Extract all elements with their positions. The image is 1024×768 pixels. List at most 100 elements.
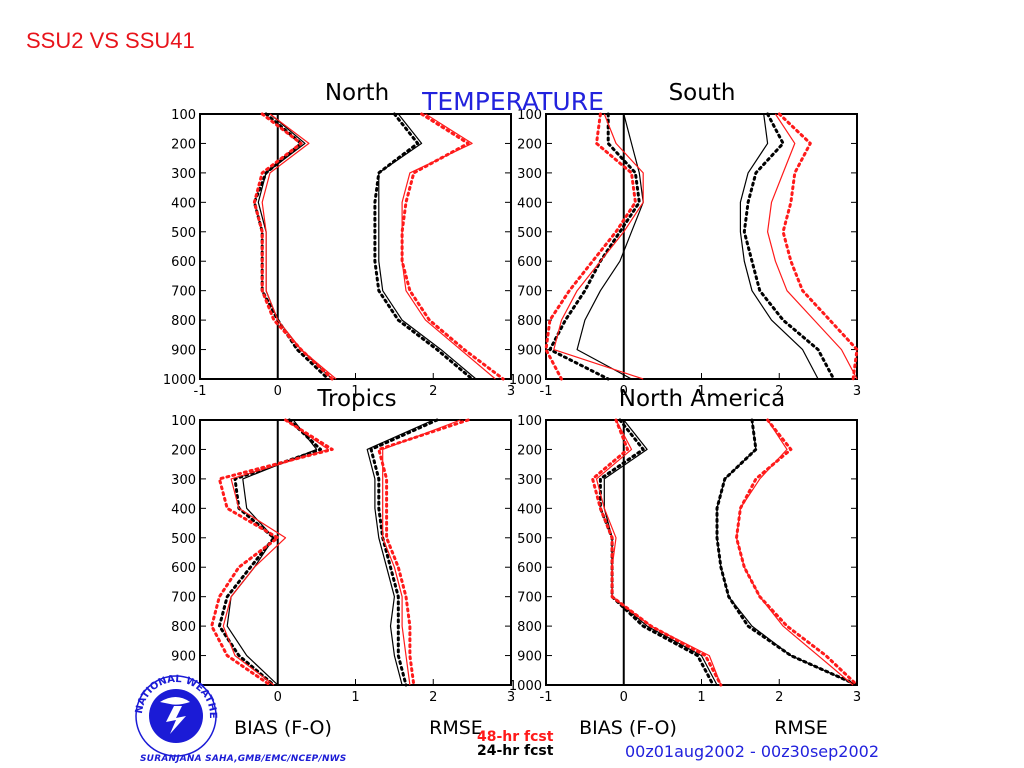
- series-line-bias-solid-red: [595, 419, 722, 686]
- y-tick-label: 600: [517, 255, 542, 270]
- y-tick-label: 100: [517, 414, 542, 429]
- y-tick-label: 1000: [509, 373, 542, 388]
- series-line-rmse-dotted-black: [369, 418, 439, 687]
- x-tick-label: 3: [853, 384, 861, 399]
- x-tick-label: 1: [697, 384, 705, 399]
- y-tick-label: 300: [517, 167, 542, 182]
- series-line-bias-solid-black: [576, 113, 644, 380]
- panel-frame: [199, 113, 512, 380]
- y-tick-label: 1000: [163, 373, 196, 388]
- y-tick-label: 100: [171, 108, 196, 123]
- y-tick-label: 300: [171, 473, 196, 488]
- x-tick-label: 2: [775, 384, 783, 399]
- y-tick-label: 200: [517, 443, 542, 458]
- series-line-rmse-solid-black: [739, 113, 819, 380]
- legend-24hr: 24-hr fcst: [477, 743, 554, 759]
- y-tick-label: 1000: [509, 679, 542, 694]
- y-tick-label: 800: [171, 620, 196, 635]
- legend-48hr: 48-hr fcst: [477, 729, 554, 745]
- x-tick-label: 0: [620, 690, 628, 705]
- panel-title: Tropics: [316, 386, 396, 412]
- y-tick-label: 200: [171, 137, 196, 152]
- y-tick-label: 400: [171, 196, 196, 211]
- x-tick-label: -1: [194, 384, 207, 399]
- y-tick-label: 500: [517, 226, 542, 241]
- y-tick-label: 200: [517, 137, 542, 152]
- series-line-rmse-solid-red: [735, 419, 854, 686]
- y-tick-label: 400: [517, 196, 542, 211]
- y-tick-label: 600: [171, 255, 196, 270]
- y-tick-label: 700: [517, 285, 542, 300]
- y-tick-label: 700: [171, 285, 196, 300]
- series-line-bias-solid-red: [222, 419, 329, 686]
- series-line-bias-dotted-red: [591, 418, 723, 687]
- series-line-bias-solid-black: [603, 419, 718, 686]
- y-tick-label: 400: [171, 502, 196, 517]
- x-tick-label: 0: [274, 690, 282, 705]
- y-tick-label: 300: [517, 473, 542, 488]
- series-line-rmse-dotted-black: [742, 112, 836, 381]
- x-tick-label: -1: [540, 690, 553, 705]
- y-tick-label: 300: [171, 167, 196, 182]
- chart-title: TEMPERATURE: [421, 87, 604, 116]
- x-tick-label: 1: [697, 690, 705, 705]
- series-line-rmse-solid-black: [366, 419, 434, 686]
- series-line-bias-dotted-red: [544, 112, 637, 381]
- panel-tropics: 1002003004005006007008009001000-10123Tro…: [163, 386, 515, 705]
- series-line-rmse-dotted-black: [715, 418, 859, 687]
- slide-title: SSU2 VS SSU41: [26, 28, 195, 53]
- x-tick-label: 0: [620, 384, 628, 399]
- y-tick-label: 800: [517, 620, 542, 635]
- y-tick-label: 800: [517, 314, 542, 329]
- x-tick-label: 2: [429, 690, 437, 705]
- series-line-rmse-dotted-red: [777, 112, 859, 381]
- y-tick-label: 600: [517, 561, 542, 576]
- series-line-bias-dotted-red: [252, 112, 334, 381]
- series-line-rmse-dotted-red: [377, 418, 470, 687]
- panel-title: South: [669, 80, 736, 106]
- y-tick-label: 200: [171, 443, 196, 458]
- y-tick-label: 900: [171, 650, 196, 665]
- series-line-rmse-solid-red: [766, 113, 858, 380]
- x-label-bias-right: BIAS (F-O): [579, 717, 677, 739]
- y-tick-label: 400: [517, 502, 542, 517]
- x-label-rmse-left: RMSE: [429, 717, 483, 739]
- series-line-rmse-solid-black: [716, 419, 858, 686]
- y-tick-label: 800: [171, 314, 196, 329]
- panel-frame: [545, 113, 858, 380]
- series-line-bias-solid-black: [226, 419, 318, 686]
- series-line-bias-dotted-black: [598, 418, 715, 687]
- x-tick-label: 3: [507, 690, 515, 705]
- series-line-rmse-dotted-black: [373, 112, 474, 381]
- credit-text: SURANJANA SAHA,GMB/EMC/NCEP/NWS: [140, 754, 347, 764]
- panel-title: North America: [619, 386, 786, 412]
- y-tick-label: 100: [171, 414, 196, 429]
- y-tick-label: 100: [517, 108, 542, 123]
- y-tick-label: 500: [517, 532, 542, 547]
- panel-title: North: [325, 80, 389, 106]
- x-label-bias-left: BIAS (F-O): [234, 717, 332, 739]
- x-label-rmse-right: RMSE: [774, 717, 828, 739]
- x-tick-label: 1: [351, 384, 359, 399]
- series-line-bias-solid-red: [553, 113, 644, 380]
- y-tick-label: 600: [171, 561, 196, 576]
- x-tick-label: 3: [507, 384, 515, 399]
- date-range: 00z01aug2002 - 00z30sep2002: [625, 742, 879, 761]
- x-tick-label: 2: [429, 384, 437, 399]
- panel-frame: [199, 419, 512, 686]
- series-line-rmse-dotted-red: [400, 112, 505, 381]
- y-tick-label: 900: [171, 344, 196, 359]
- x-tick-label: 3: [853, 690, 861, 705]
- series-line-rmse-dotted-red: [735, 418, 859, 687]
- panel-north: 100 200 300 400 500 600 700 800 900 1000-1 0 1 2 3 Nor…: [163, 80, 515, 399]
- y-tick-label: 700: [171, 591, 196, 606]
- nws-logo-icon: NATIONAL WEATHER SERVICE: [130, 672, 218, 757]
- x-tick-label: -1: [540, 384, 553, 399]
- y-tick-label: 700: [517, 591, 542, 606]
- x-tick-label: 0: [274, 384, 282, 399]
- series-line-bias-dotted-red: [210, 418, 334, 687]
- series-line-rmse-solid-black: [378, 113, 477, 380]
- x-tick-label: 2: [775, 690, 783, 705]
